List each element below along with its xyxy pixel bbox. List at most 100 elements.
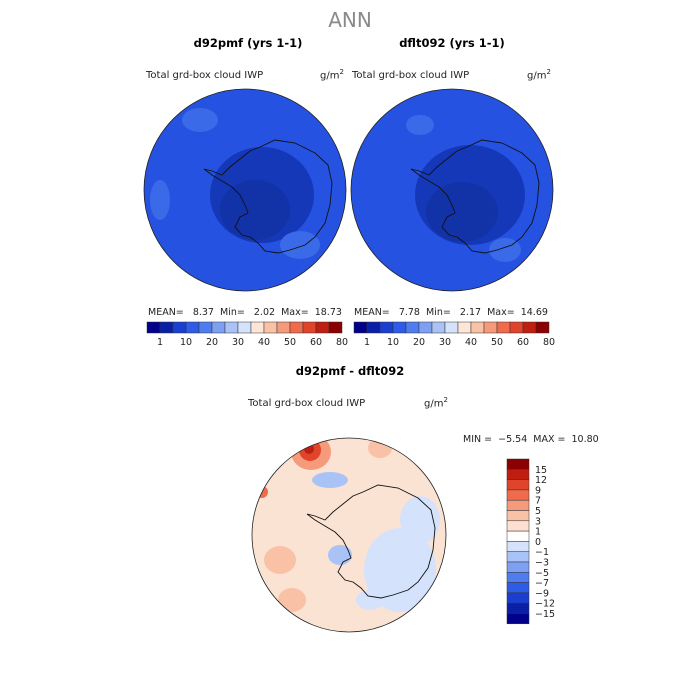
panel1-variable-label: Total grd-box cloud IWP xyxy=(146,70,264,81)
colorbar-difference-tick-label: −7 xyxy=(535,578,549,589)
colorbar-panel2-tick-label: 40 xyxy=(465,337,477,348)
colorbar-difference-tick-label: 15 xyxy=(535,465,547,476)
colorbar-difference-swatch xyxy=(506,458,530,470)
panel1-unit-label: g/m2 xyxy=(320,68,344,82)
colorbar-difference-tick-label: 12 xyxy=(535,475,547,486)
colorbar-difference-swatch xyxy=(506,592,530,604)
difference-title: d92pmf - dflt092 xyxy=(295,364,405,378)
colorbar-difference-tick-label: −5 xyxy=(535,568,549,579)
map-panel1 xyxy=(143,88,347,292)
colorbar-difference-tick-label: −12 xyxy=(535,599,555,610)
panel2-title: dflt092 (yrs 1-1) xyxy=(399,36,505,50)
panel2-stats: MEAN= 7.78 Min= 2.17 Max= 14.69 xyxy=(354,307,548,318)
colorbar-difference-tick-label: −15 xyxy=(535,609,555,620)
colorbar-panel2-swatch xyxy=(431,321,446,334)
colorbar-difference-swatch xyxy=(506,602,530,614)
colorbar-panel1-tick-label: 10 xyxy=(180,337,192,348)
colorbar-panel2-swatch xyxy=(509,321,524,334)
colorbar-panel2-swatch xyxy=(470,321,485,334)
difference-unit-label: g/m2 xyxy=(424,396,448,410)
colorbar-panel2-tick-label: 10 xyxy=(387,337,399,348)
colorbar-panel1-tick-label: 1 xyxy=(157,337,163,348)
colorbar-difference-tick-label: 3 xyxy=(535,516,541,527)
colorbar-panel1-swatch xyxy=(224,321,239,334)
colorbar-panel2-swatch xyxy=(366,321,381,334)
colorbar-panel1-tick-label: 50 xyxy=(284,337,296,348)
colorbar-panel2-swatch xyxy=(535,321,550,334)
colorbar-panel1-swatch xyxy=(328,321,343,334)
colorbar-panel2: 1 10 20 30 40 50 60 80 xyxy=(353,321,555,348)
colorbar-difference-swatch xyxy=(506,551,530,563)
colorbar-panel2-tick-label: 80 xyxy=(543,337,555,348)
colorbar-difference-swatch xyxy=(506,572,530,583)
panel1-stats: MEAN= 8.37 Min= 2.02 Max= 18.73 xyxy=(148,307,342,318)
colorbar-difference-swatch xyxy=(506,561,530,573)
colorbar-difference-tick-label: 5 xyxy=(535,506,541,517)
colorbar-panel1-swatch xyxy=(250,321,265,334)
colorbar-panel2-swatch xyxy=(496,321,511,334)
colorbar-difference-swatch xyxy=(506,541,530,552)
colorbar-panel1-swatch xyxy=(237,321,252,334)
map-panel2 xyxy=(350,88,554,292)
colorbar-difference-swatch xyxy=(506,479,530,491)
colorbar-difference-tick-label: 0 xyxy=(535,537,541,548)
map2-shading xyxy=(406,115,525,262)
map1-shading xyxy=(150,108,320,259)
colorbar-difference-tick-label: −1 xyxy=(535,547,549,558)
colorbar-difference-tick-label: −9 xyxy=(535,588,549,599)
map2-border xyxy=(350,88,554,292)
colorbar-panel2-swatch xyxy=(392,321,407,334)
colorbar-panel2-swatch xyxy=(379,321,394,334)
colorbar-panel2-tick-label: 30 xyxy=(439,337,451,348)
colorbar-difference-swatch xyxy=(506,520,530,532)
colorbar-difference-tick-label: 7 xyxy=(535,496,541,507)
colorbar-panel1-swatch xyxy=(159,321,174,334)
colorbar-panel2-swatch xyxy=(353,321,368,334)
panel1-title: d92pmf (yrs 1-1) xyxy=(193,36,303,50)
colorbar-panel1-swatch xyxy=(315,321,330,334)
colorbar-panel2-tick-label: 20 xyxy=(413,337,425,348)
colorbar-difference-tick-label: 1 xyxy=(535,527,541,538)
colorbar-panel1-swatch xyxy=(146,321,161,334)
colorbar-difference-swatch xyxy=(506,582,530,594)
colorbar-panel2-swatch xyxy=(444,321,459,334)
colorbar-panel2-swatch xyxy=(483,321,498,334)
colorbar-panel1-swatch xyxy=(198,321,213,334)
colorbar-panel1-swatch xyxy=(276,321,291,334)
colorbar-panel2-swatch xyxy=(405,321,420,334)
colorbar-panel1-swatch xyxy=(172,321,187,334)
colorbar-panel1-swatch xyxy=(211,321,226,334)
colorbar-panel2-tick-label: 50 xyxy=(491,337,503,348)
colorbar-panel2-swatch xyxy=(418,321,433,334)
colorbar-panel2-swatch xyxy=(522,321,537,334)
colorbar-panel2-tick-label: 60 xyxy=(517,337,529,348)
colorbar-difference-swatch xyxy=(506,489,530,501)
colorbar-panel2-swatch xyxy=(457,321,472,334)
colorbar-panel1-swatch xyxy=(263,321,278,334)
map-difference xyxy=(251,437,447,633)
colorbar-panel1-swatch xyxy=(289,321,304,334)
colorbar-panel1: 1 10 20 30 40 50 60 80 xyxy=(146,321,348,348)
colorbar-difference-swatch xyxy=(506,510,530,522)
difference-variable-label: Total grd-box cloud IWP xyxy=(248,398,366,409)
colorbar-difference-tick-label: −3 xyxy=(535,558,549,569)
colorbar-panel2-tick-label: 1 xyxy=(364,337,370,348)
figure-title: ANN xyxy=(328,8,372,32)
colorbar-difference-swatch xyxy=(506,613,530,625)
colorbar-panel1-tick-label: 80 xyxy=(336,337,348,348)
diff-border xyxy=(251,437,447,633)
map1-border xyxy=(143,88,347,292)
difference-stats: MIN = −5.54 MAX = 10.80 xyxy=(463,434,599,445)
diff-shading xyxy=(256,438,440,612)
colorbar-panel1-swatch xyxy=(302,321,317,334)
colorbar-panel1-tick-label: 20 xyxy=(206,337,218,348)
colorbar-panel1-swatch xyxy=(185,321,200,334)
colorbar-panel1-tick-label: 40 xyxy=(258,337,270,348)
colorbar-difference-tick-label: 9 xyxy=(535,485,541,496)
panel2-unit-label: g/m2 xyxy=(527,68,551,82)
colorbar-difference-swatch xyxy=(506,469,530,480)
colorbar-panel1-tick-label: 60 xyxy=(310,337,322,348)
colorbar-panel1-tick-label: 30 xyxy=(232,337,244,348)
